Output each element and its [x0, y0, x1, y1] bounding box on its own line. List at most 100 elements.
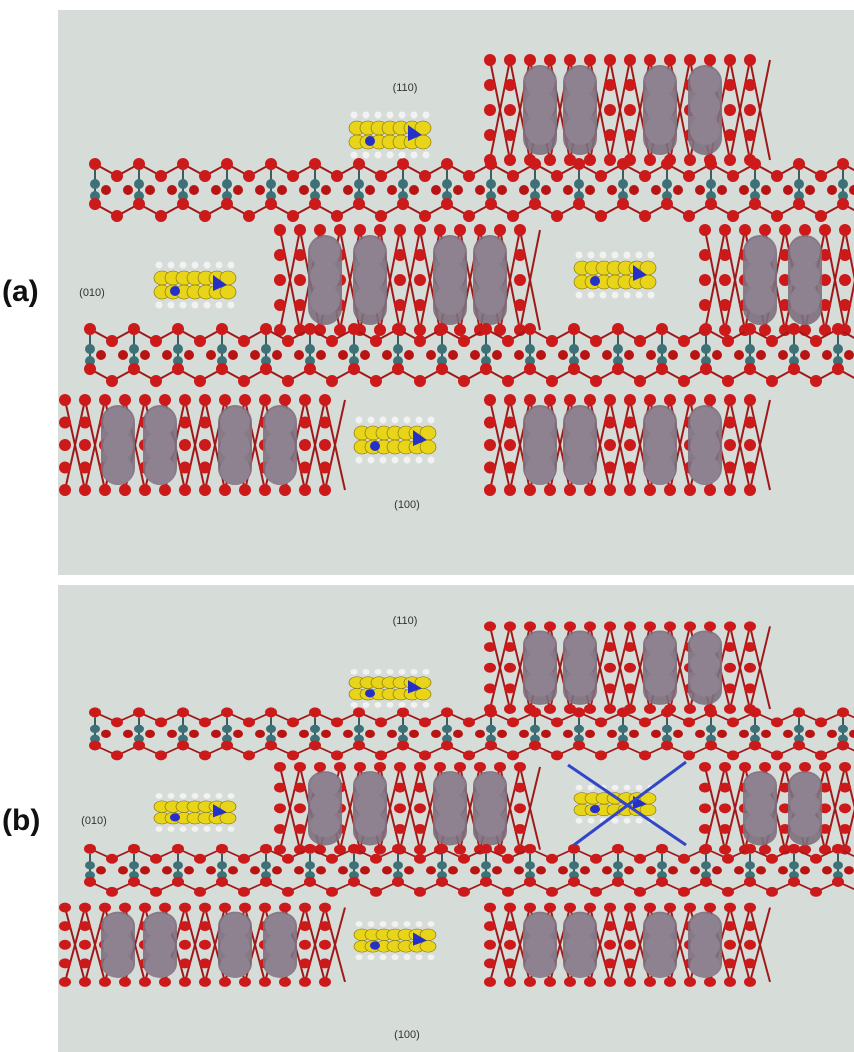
oxygen-atom	[299, 439, 311, 451]
oxygen-atom	[353, 198, 365, 210]
oxygen-atom	[454, 762, 466, 772]
cation-atom	[645, 455, 675, 485]
h-atom	[399, 669, 406, 675]
oxygen-atom	[604, 704, 616, 714]
oxygen-atom	[504, 940, 516, 950]
metal-atom	[657, 344, 667, 354]
oxygen-atom	[123, 730, 133, 738]
oxygen-atom	[394, 762, 406, 772]
oxygen-atom	[79, 921, 91, 931]
oxygen-atom	[815, 750, 827, 760]
metal-atom	[618, 725, 628, 733]
cation-atom	[145, 455, 175, 485]
oxygen-atom	[319, 417, 331, 429]
oxygen-atom	[519, 185, 529, 195]
cation-atom	[525, 115, 555, 145]
oxygen-atom	[414, 299, 426, 311]
h-atom	[428, 921, 435, 927]
oxygen-atom	[529, 158, 541, 170]
oxygen-atom	[573, 198, 585, 210]
oxygen-atom	[719, 803, 731, 813]
oxygen-atom	[454, 224, 466, 236]
oxygen-atom	[211, 185, 221, 195]
oxygen-atom	[219, 484, 231, 496]
oxygen-atom	[699, 824, 711, 834]
oxygen-atom	[584, 977, 596, 987]
oxygen-atom	[484, 462, 496, 474]
oxygen-atom	[84, 844, 96, 854]
oxygen-atom	[243, 750, 255, 760]
oxygen-atom	[484, 621, 496, 631]
h-atom	[624, 252, 631, 259]
oxygen-atom	[705, 158, 717, 170]
oxygen-atom	[394, 224, 406, 236]
oxygen-atom	[59, 394, 71, 406]
oxygen-atom	[564, 903, 576, 913]
oxygen-atom	[724, 958, 736, 968]
oxygen-atom	[724, 683, 736, 693]
oxygen-atom	[404, 350, 414, 360]
oxygen-atom	[111, 210, 123, 222]
oxygen-atom	[133, 198, 145, 210]
oxygen-atom	[375, 717, 387, 727]
oxygen-atom	[734, 866, 744, 874]
oxygen-atom	[239, 977, 251, 987]
oxygen-atom	[139, 484, 151, 496]
oxygen-atom	[199, 439, 211, 451]
cation-atom	[310, 812, 340, 837]
oxygen-atom	[294, 803, 306, 813]
h-atom	[636, 252, 643, 259]
oxygen-atom	[756, 350, 766, 360]
oxygen-atom	[299, 462, 311, 474]
oxygen-atom	[644, 394, 656, 406]
oxygen-atom	[118, 350, 128, 360]
metal-atom	[393, 861, 403, 869]
metal-atom	[349, 861, 359, 869]
oxygen-atom	[101, 730, 111, 738]
oxygen-atom	[370, 335, 382, 347]
oxygen-atom	[59, 462, 71, 474]
metal-atom	[613, 861, 623, 869]
oxygen-atom	[604, 79, 616, 91]
h-atom	[428, 417, 435, 424]
oxygen-atom	[580, 350, 590, 360]
oxygen-atom	[179, 484, 191, 496]
oxygen-atom	[664, 484, 676, 496]
h-atom	[192, 262, 199, 269]
h-atom	[204, 302, 211, 309]
oxygen-atom	[756, 866, 766, 874]
metal-atom	[442, 179, 452, 189]
oxygen-atom	[179, 462, 191, 474]
oxygen-atom	[779, 224, 791, 236]
oxygen-atom	[644, 484, 656, 496]
h-atom	[648, 292, 655, 299]
cation-atom	[220, 455, 250, 485]
h-atom	[368, 417, 375, 424]
oxygen-atom	[79, 462, 91, 474]
oxygen-atom	[815, 170, 827, 182]
h-atom	[404, 954, 411, 960]
oxygen-atom	[514, 224, 526, 236]
h-atom	[636, 785, 643, 791]
oxygen-atom	[360, 350, 370, 360]
oxygen-atom	[684, 621, 696, 631]
oxygen-atom	[761, 730, 771, 738]
oxygen-atom	[573, 740, 585, 750]
oxygen-atom	[832, 877, 844, 887]
oxygen-atom	[724, 663, 736, 673]
metal-atom	[789, 344, 799, 354]
oxygen-atom	[839, 803, 851, 813]
h-atom	[228, 262, 235, 269]
oxygen-atom	[524, 977, 536, 987]
oxygen-atom	[179, 903, 191, 913]
oxygen-atom	[326, 335, 338, 347]
oxygen-atom	[319, 484, 331, 496]
oxygen-atom	[177, 158, 189, 170]
h-atom	[375, 112, 382, 119]
oxygen-atom	[228, 350, 238, 360]
oxygen-atom	[216, 363, 228, 375]
oxygen-atom	[375, 750, 387, 760]
oxygen-atom	[228, 866, 238, 874]
oxygen-atom	[431, 730, 441, 738]
oxygen-atom	[414, 854, 426, 864]
